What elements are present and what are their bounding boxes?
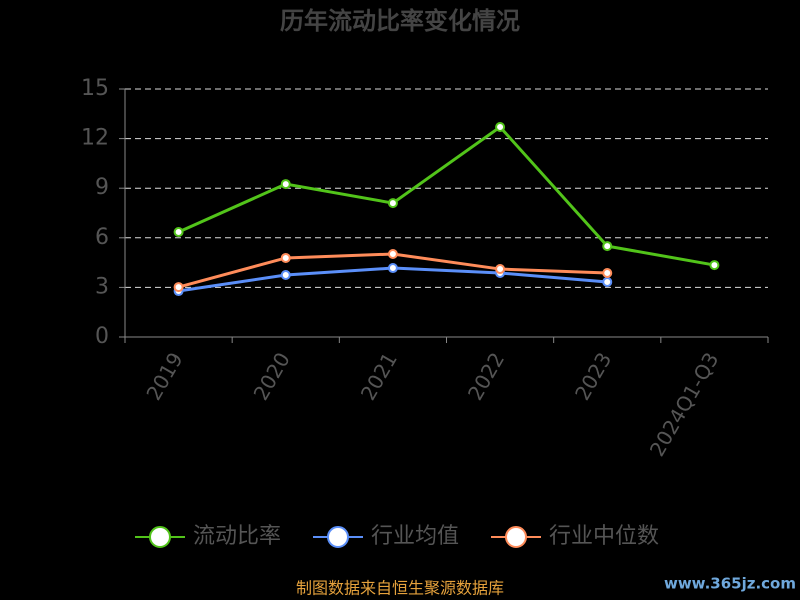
y-tick-label: 0 (95, 324, 109, 349)
legend-marker (327, 526, 349, 548)
data-point (173, 282, 184, 293)
data-point (495, 122, 506, 133)
watermark: www.365jz.com (664, 575, 796, 593)
x-tick-label: 2024Q1-Q3 (645, 348, 724, 460)
x-tick-label: 2019 (141, 348, 187, 404)
legend-label: 行业中位数 (549, 524, 659, 549)
x-tick-label: 2023 (570, 348, 616, 404)
data-point (173, 227, 184, 238)
x-tick-label: 2020 (249, 348, 295, 404)
y-tick-label: 9 (95, 175, 109, 200)
x-tick-label: 2021 (356, 348, 402, 404)
legend-item: 流动比率 (135, 524, 281, 549)
legend-label: 行业均值 (371, 524, 459, 549)
legend-marker (505, 526, 527, 548)
data-point (602, 276, 613, 287)
data-point (387, 263, 398, 274)
legend-item: 行业均值 (313, 524, 459, 549)
y-tick-label: 6 (95, 225, 109, 250)
x-tick-label: 2022 (463, 348, 509, 404)
source-note: 制图数据来自恒生聚源数据库 (296, 579, 504, 598)
legend-label: 流动比率 (193, 524, 281, 549)
data-point (280, 179, 291, 190)
data-point (495, 264, 506, 275)
data-point (602, 241, 613, 252)
data-point (709, 260, 720, 271)
data-point (602, 268, 613, 279)
y-tick-label: 12 (81, 126, 109, 151)
legend-marker (149, 526, 171, 548)
chart-title: 历年流动比率变化情况 (280, 7, 520, 35)
series-line (177, 125, 715, 267)
y-tick-label: 15 (81, 76, 109, 101)
data-point (387, 198, 398, 209)
data-point (387, 249, 398, 260)
data-point (280, 252, 291, 263)
legend-item: 行业中位数 (491, 524, 659, 549)
y-tick-label: 3 (95, 274, 109, 299)
data-point (280, 270, 291, 280)
